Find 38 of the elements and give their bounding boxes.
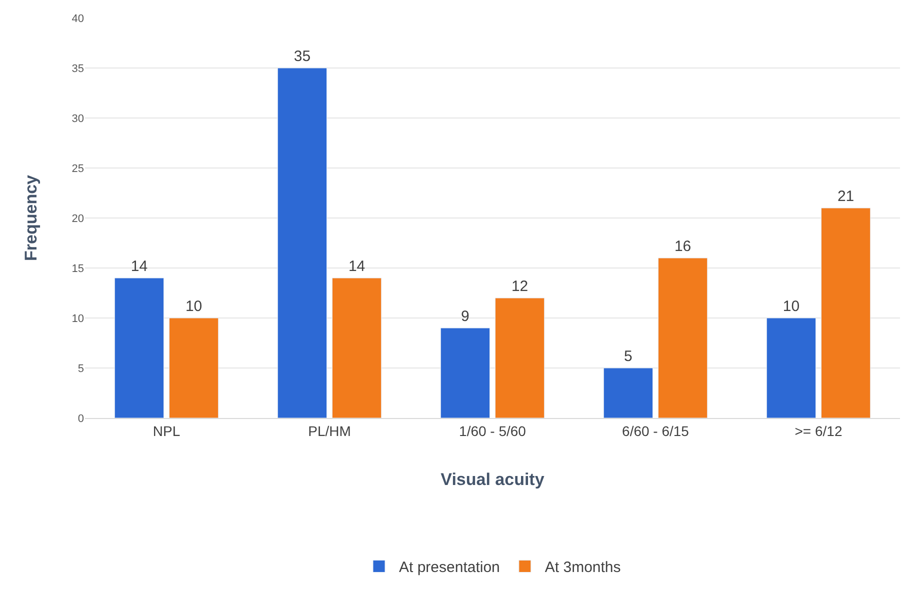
y-tick-label: 10 [72, 312, 84, 325]
data-label: 12 [511, 278, 528, 295]
bar [658, 258, 708, 418]
data-label: 9 [461, 308, 470, 325]
y-tick-label: 25 [72, 162, 84, 175]
data-label: 5 [624, 348, 632, 365]
x-tick-label: 6/60 - 6/15 [622, 422, 690, 439]
bar [332, 278, 382, 418]
x-axis-title: Visual acuity [440, 470, 545, 490]
y-tick-label: 35 [72, 62, 84, 75]
data-label: 10 [782, 298, 800, 315]
y-tick-label: 5 [78, 362, 84, 375]
x-tick-label: 1/60 - 5/60 [459, 422, 526, 439]
bar [820, 208, 871, 418]
data-label: 35 [294, 48, 311, 65]
bar [168, 318, 219, 418]
legend-label: At presentation [399, 559, 500, 576]
data-label: 16 [674, 238, 692, 255]
data-label: 14 [348, 258, 366, 275]
bar [277, 68, 328, 418]
y-tick-label: 0 [78, 412, 84, 425]
x-tick-label: >= 6/12 [794, 422, 842, 439]
bar [494, 298, 545, 418]
data-label: 21 [837, 188, 854, 205]
y-tick-label: 30 [72, 112, 84, 125]
bar [114, 278, 164, 418]
bar [603, 368, 654, 418]
data-label: 10 [185, 298, 202, 315]
bar [766, 318, 816, 418]
legend-label: At 3months [544, 559, 621, 576]
data-label: 14 [130, 258, 148, 275]
bar [440, 328, 490, 418]
x-tick-label: NPL [152, 422, 180, 439]
y-tick-label: 40 [72, 12, 84, 25]
x-tick-label: PL/HM [308, 422, 351, 439]
y-tick-label: 15 [72, 262, 84, 275]
y-tick-label: 20 [72, 212, 84, 225]
y-axis-title: Frequency [21, 174, 40, 261]
